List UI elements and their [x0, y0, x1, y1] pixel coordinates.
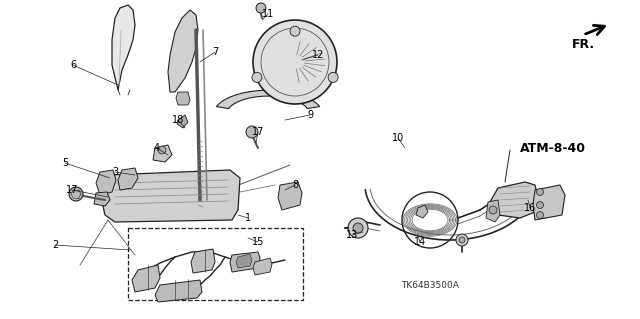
Text: 13: 13 — [346, 230, 358, 240]
Circle shape — [353, 223, 363, 233]
Polygon shape — [253, 258, 272, 275]
Text: 6: 6 — [70, 60, 76, 70]
Polygon shape — [177, 115, 188, 128]
Text: 1: 1 — [245, 213, 251, 223]
Circle shape — [536, 202, 543, 209]
Text: TK64B3500A: TK64B3500A — [401, 280, 459, 290]
Polygon shape — [168, 10, 198, 92]
Text: 4: 4 — [154, 143, 160, 153]
Polygon shape — [191, 249, 215, 273]
Polygon shape — [230, 252, 260, 272]
Text: 7: 7 — [212, 47, 218, 57]
Circle shape — [290, 26, 300, 36]
Circle shape — [256, 3, 266, 13]
Circle shape — [536, 189, 543, 196]
Circle shape — [456, 234, 468, 246]
Polygon shape — [153, 145, 172, 162]
Polygon shape — [533, 185, 565, 220]
Polygon shape — [96, 170, 116, 195]
Polygon shape — [94, 192, 110, 206]
Circle shape — [459, 237, 465, 243]
Polygon shape — [216, 90, 320, 108]
Text: 5: 5 — [62, 158, 68, 168]
Circle shape — [246, 126, 258, 138]
Polygon shape — [118, 168, 138, 190]
Text: 18: 18 — [172, 115, 184, 125]
Circle shape — [69, 187, 83, 201]
Polygon shape — [100, 170, 240, 222]
Circle shape — [328, 72, 338, 82]
Text: ATM-8-40: ATM-8-40 — [520, 142, 586, 154]
Text: 11: 11 — [262, 9, 274, 19]
Polygon shape — [490, 182, 538, 218]
Polygon shape — [278, 182, 302, 210]
Text: 8: 8 — [292, 180, 298, 190]
Circle shape — [252, 72, 262, 82]
Text: 3: 3 — [112, 167, 118, 177]
Text: 16: 16 — [524, 203, 536, 213]
Circle shape — [253, 20, 337, 104]
Circle shape — [489, 206, 497, 214]
Text: 10: 10 — [392, 133, 404, 143]
Text: 17: 17 — [66, 185, 78, 195]
Circle shape — [536, 211, 543, 219]
Text: 9: 9 — [307, 110, 313, 120]
Polygon shape — [155, 280, 202, 302]
Polygon shape — [112, 5, 135, 90]
Polygon shape — [486, 200, 500, 222]
Text: 2: 2 — [52, 240, 58, 250]
Polygon shape — [176, 92, 190, 105]
Text: 17: 17 — [252, 127, 264, 137]
Circle shape — [158, 146, 166, 154]
Polygon shape — [236, 254, 252, 268]
Polygon shape — [132, 265, 160, 292]
Text: 14: 14 — [414, 237, 426, 247]
Text: 12: 12 — [312, 50, 324, 60]
Circle shape — [348, 218, 368, 238]
Text: 15: 15 — [252, 237, 264, 247]
Polygon shape — [416, 205, 428, 218]
Text: FR.: FR. — [572, 38, 595, 51]
